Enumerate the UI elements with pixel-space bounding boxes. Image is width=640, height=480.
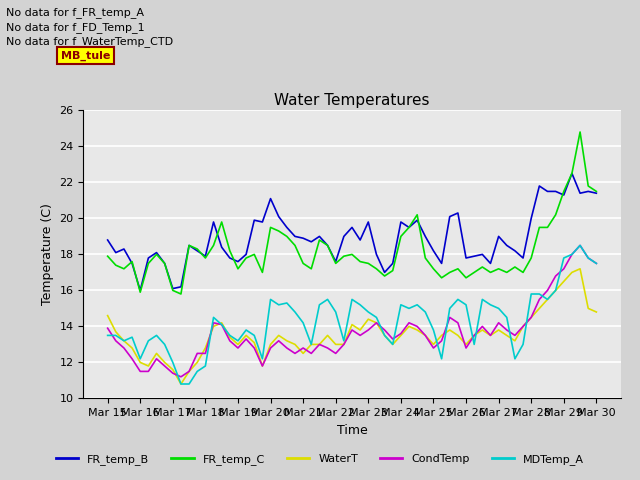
X-axis label: Time: Time [337,424,367,437]
FR_temp_C [372,266,380,272]
Line: WaterT: WaterT [108,269,596,384]
FR_temp_B [536,183,543,189]
FR_temp_B [226,255,234,261]
CondTemp [576,242,584,248]
WaterT [593,309,600,315]
Text: No data for f_WaterTemp_CTD: No data for f_WaterTemp_CTD [6,36,173,47]
FR_temp_C [226,248,234,253]
WaterT [576,266,584,272]
Line: MDTemp_A: MDTemp_A [108,245,596,384]
MDTemp_A [372,314,380,320]
WaterT [104,313,111,319]
CondTemp [226,338,234,344]
MDTemp_A [405,305,413,311]
MDTemp_A [283,300,291,306]
FR_temp_C [536,225,543,230]
MDTemp_A [593,261,600,266]
FR_temp_B [136,288,144,293]
MDTemp_A [226,333,234,338]
MDTemp_A [210,314,218,320]
CondTemp [372,320,380,326]
Title: Water Temperatures: Water Temperatures [275,93,429,108]
FR_temp_C [210,242,218,248]
WaterT [405,324,413,329]
CondTemp [283,345,291,351]
FR_temp_B [372,252,380,257]
CondTemp [536,297,543,302]
FR_temp_B [283,225,291,230]
WaterT [372,320,380,326]
CondTemp [104,325,111,331]
Line: FR_temp_C: FR_temp_C [108,132,596,294]
Line: CondTemp: CondTemp [108,245,596,377]
CondTemp [210,320,218,326]
FR_temp_C [104,253,111,259]
Line: FR_temp_B: FR_temp_B [108,173,596,290]
FR_temp_B [593,190,600,196]
MDTemp_A [177,381,185,387]
WaterT [210,324,218,329]
MDTemp_A [536,291,543,297]
CondTemp [593,261,600,266]
CondTemp [177,374,185,380]
WaterT [177,381,185,387]
WaterT [283,338,291,344]
FR_temp_C [576,129,584,135]
FR_temp_C [283,233,291,239]
Text: MB_tule: MB_tule [61,50,110,60]
Text: No data for f_FD_Temp_1: No data for f_FD_Temp_1 [6,22,145,33]
Y-axis label: Temperature (C): Temperature (C) [41,204,54,305]
FR_temp_C [593,189,600,194]
WaterT [536,305,543,311]
FR_temp_B [568,170,576,176]
WaterT [226,334,234,340]
FR_temp_B [104,237,111,243]
MDTemp_A [104,333,111,338]
CondTemp [405,320,413,326]
Legend: FR_temp_B, FR_temp_C, WaterT, CondTemp, MDTemp_A: FR_temp_B, FR_temp_C, WaterT, CondTemp, … [52,450,588,469]
MDTemp_A [576,242,584,248]
FR_temp_C [177,291,185,297]
FR_temp_C [405,225,413,230]
Text: No data for f_FR_temp_A: No data for f_FR_temp_A [6,7,145,18]
FR_temp_B [405,225,413,230]
FR_temp_B [210,219,218,225]
